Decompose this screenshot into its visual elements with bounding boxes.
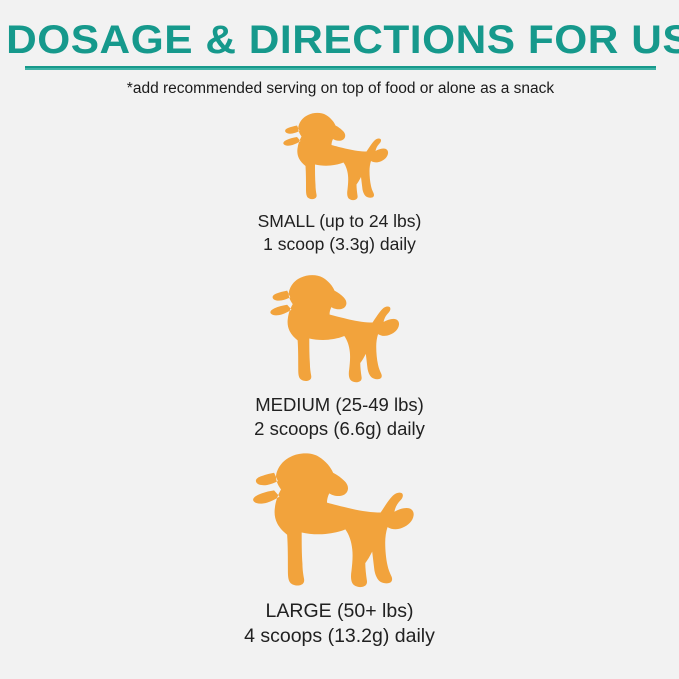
dose-label: 2 scoops (6.6g) daily [254, 418, 425, 439]
divider-line-bottom [25, 68, 656, 70]
dog-silhouette-icon [275, 112, 405, 204]
divider-line-top [25, 66, 656, 68]
subtitle-note: *add recommended serving on top of food … [126, 80, 555, 97]
size-label: SMALL (up to 24 lbs) [257, 211, 422, 231]
dose-label: 1 scoop (3.3g) daily [263, 234, 416, 254]
dog-silhouette-icon [260, 274, 420, 387]
title-divider [25, 66, 656, 71]
size-label: LARGE (50+ lbs) [265, 600, 414, 622]
dosage-labels-medium: MEDIUM (25-49 lbs) 2 scoops (6.6g) daily [254, 393, 425, 441]
dosage-section-small: SMALL (up to 24 lbs) 1 scoop (3.3g) dail… [0, 112, 679, 256]
header: DOSAGE & DIRECTIONS FOR USE *add recomme… [6, 18, 679, 98]
dosage-labels-small: SMALL (up to 24 lbs) 1 scoop (3.3g) dail… [258, 210, 422, 256]
page-title: DOSAGE & DIRECTIONS FOR USE [6, 18, 679, 62]
dosage-section-medium: MEDIUM (25-49 lbs) 2 scoops (6.6g) daily [0, 274, 679, 441]
dose-label: 4 scoops (13.2g) daily [244, 625, 435, 647]
dosage-labels-large: LARGE (50+ lbs) 4 scoops (13.2g) daily [244, 599, 435, 649]
size-label: MEDIUM (25-49 lbs) [255, 394, 424, 415]
dog-silhouette-icon [240, 452, 440, 593]
dosage-section-large: LARGE (50+ lbs) 4 scoops (13.2g) daily [0, 452, 679, 649]
